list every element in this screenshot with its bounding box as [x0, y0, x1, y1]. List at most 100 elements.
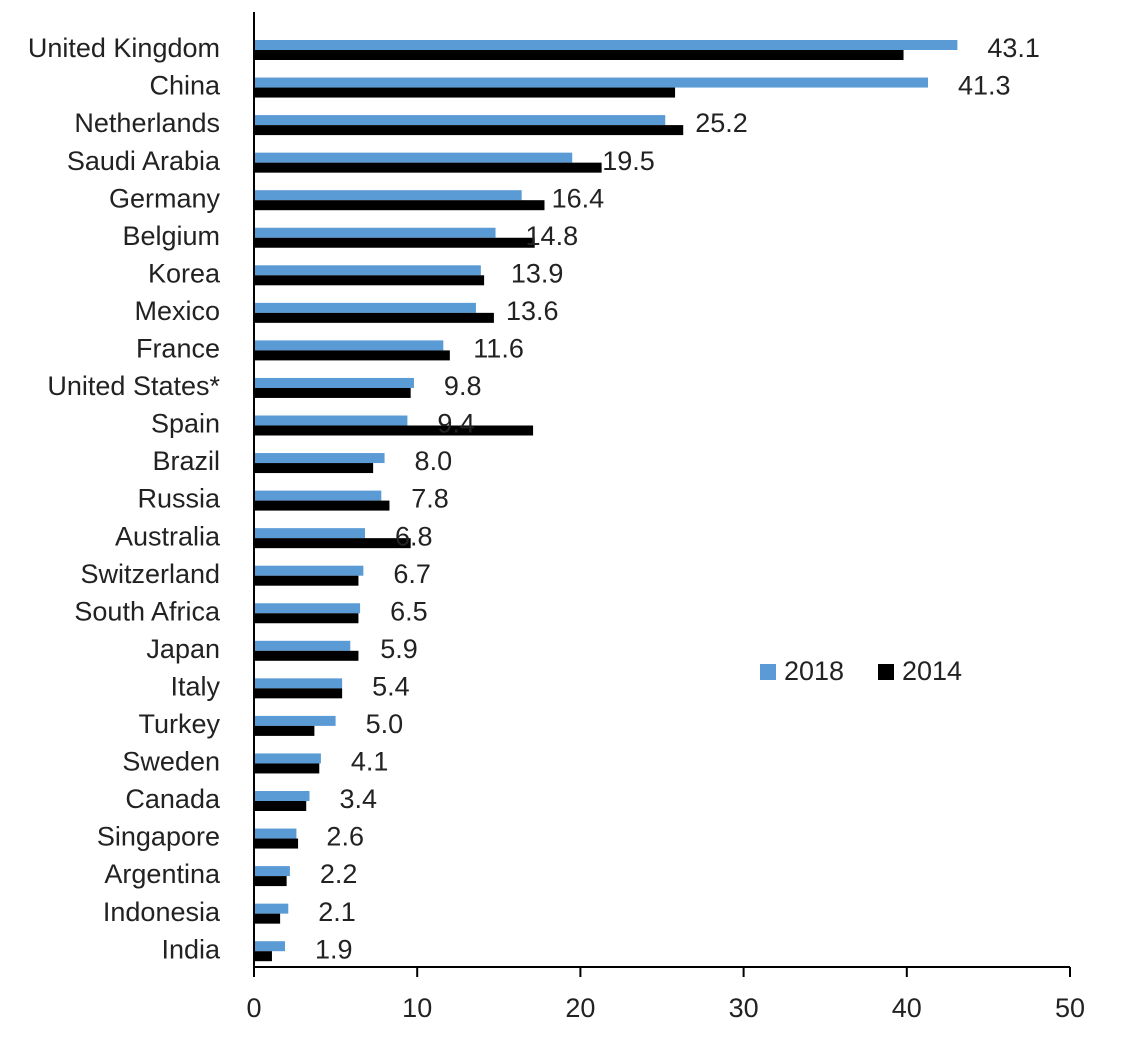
- y-tick-label: Germany: [109, 183, 221, 213]
- bar: [254, 190, 522, 201]
- data-label: 19.5: [602, 146, 655, 176]
- x-tick-label: 10: [402, 993, 432, 1023]
- bar: [254, 415, 408, 426]
- bar: [254, 640, 351, 651]
- y-tick-label: United Kingdom: [28, 33, 220, 63]
- bar: [254, 463, 374, 474]
- y-tick-label: India: [161, 934, 221, 964]
- data-label: 6.8: [395, 521, 433, 551]
- bar: [254, 565, 364, 576]
- bar: [254, 387, 411, 398]
- data-label: 9.8: [444, 371, 482, 401]
- y-tick-label: Australia: [115, 521, 221, 551]
- bar: [254, 425, 534, 436]
- data-label: 5.4: [372, 671, 410, 701]
- legend-swatch: [878, 664, 894, 680]
- bar: [254, 40, 958, 50]
- data-label: 43.1: [987, 33, 1040, 63]
- bar: [254, 753, 321, 764]
- legend-label: 2014: [902, 656, 962, 686]
- data-label: 3.4: [339, 784, 377, 814]
- bar: [254, 650, 359, 661]
- bar: [254, 613, 359, 624]
- bar: [254, 725, 315, 736]
- bar: [254, 275, 485, 286]
- bar: [254, 791, 310, 801]
- bar: [254, 125, 684, 136]
- y-tick-label: Canada: [125, 784, 221, 814]
- y-tick-label: Spain: [151, 409, 220, 439]
- y-tick-label: France: [136, 334, 220, 364]
- bar: [254, 50, 904, 60]
- bar: [254, 951, 272, 962]
- y-tick-label: Brazil: [152, 446, 220, 476]
- bar: [254, 528, 365, 539]
- x-tick-label: 30: [729, 993, 759, 1023]
- y-tick-label: Sweden: [122, 747, 220, 777]
- legend-label: 2018: [784, 656, 844, 686]
- data-label: 25.2: [695, 108, 748, 138]
- bar: [254, 377, 414, 388]
- data-label: 5.9: [380, 634, 418, 664]
- data-label: 2.1: [318, 897, 356, 927]
- bar: [254, 227, 496, 238]
- bar: [254, 828, 297, 839]
- y-tick-label: Singapore: [97, 822, 220, 852]
- data-label: 13.6: [506, 296, 559, 326]
- bar: [254, 152, 573, 163]
- data-label: 8.0: [415, 446, 453, 476]
- bar: [254, 312, 494, 323]
- bar: [254, 913, 281, 924]
- y-tick-label: Belgium: [122, 221, 220, 251]
- bar: [254, 678, 343, 689]
- y-tick-label: China: [149, 71, 221, 101]
- bar: [254, 715, 336, 726]
- bar: [254, 490, 382, 501]
- data-label: 13.9: [511, 258, 564, 288]
- y-tick-label: Italy: [170, 671, 220, 701]
- bar: [254, 200, 545, 211]
- bar: [254, 302, 476, 313]
- y-tick-label: South Africa: [74, 596, 221, 626]
- bar: [254, 838, 299, 849]
- y-tick-label: Netherlands: [74, 108, 220, 138]
- y-tick-label: Mexico: [134, 296, 220, 326]
- data-label: 5.0: [366, 709, 404, 739]
- bar: [254, 265, 481, 276]
- data-label: 16.4: [552, 183, 605, 213]
- data-label: 14.8: [526, 221, 579, 251]
- bar: [254, 453, 385, 464]
- y-tick-label: Argentina: [104, 859, 221, 889]
- data-label: 7.8: [411, 484, 449, 514]
- y-tick-label: United States*: [47, 371, 220, 401]
- data-label: 41.3: [958, 71, 1011, 101]
- y-tick-label: Indonesia: [103, 897, 221, 927]
- y-tick-label: Switzerland: [80, 559, 220, 589]
- x-tick-label: 50: [1055, 993, 1085, 1023]
- y-tick-label: Turkey: [138, 709, 220, 739]
- bar: [254, 500, 390, 511]
- bar: [254, 538, 411, 549]
- data-label: 6.5: [390, 596, 428, 626]
- bar: [254, 237, 535, 248]
- bar: [254, 340, 444, 351]
- y-tick-label: Korea: [148, 258, 221, 288]
- bar: [254, 77, 929, 88]
- y-tick-label: Russia: [137, 484, 221, 514]
- bar: [254, 903, 289, 914]
- bar: [254, 87, 676, 98]
- data-label: 2.6: [326, 822, 364, 852]
- x-tick-label: 20: [565, 993, 595, 1023]
- bar: [254, 941, 286, 952]
- y-tick-label: Japan: [146, 634, 220, 664]
- bar: [254, 575, 359, 586]
- data-label: 4.1: [351, 747, 389, 777]
- bar: [254, 162, 602, 173]
- data-label: 2.2: [320, 859, 358, 889]
- bar: [254, 603, 361, 614]
- data-label: 9.4: [437, 409, 475, 439]
- x-tick-label: 40: [892, 993, 922, 1023]
- bar: [254, 801, 307, 811]
- bar: [254, 688, 343, 699]
